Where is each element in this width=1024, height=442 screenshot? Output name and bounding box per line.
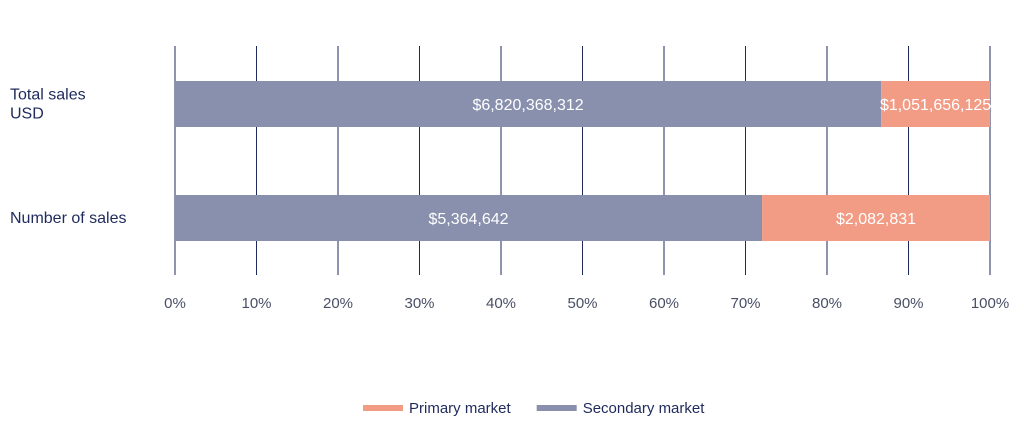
legend-label: Primary market bbox=[409, 400, 512, 417]
x-tick-label: 100% bbox=[971, 295, 1009, 312]
bar-value-labels: $6,820,368,312 $1,051,656,125 $5,364,642 $2… bbox=[428, 97, 991, 228]
category-labels: Total sales USD Number of sales bbox=[10, 87, 127, 228]
x-tick-label: 10% bbox=[241, 295, 271, 312]
x-tick-label: 50% bbox=[567, 295, 597, 312]
x-tick-label: 40% bbox=[486, 295, 516, 312]
category-label: Total sales USD bbox=[10, 87, 86, 123]
bar-value-label: $5,364,642 bbox=[428, 211, 508, 228]
bar-value-label: $2,082,831 bbox=[836, 211, 916, 228]
bar-segment-secondary-market bbox=[175, 195, 763, 241]
x-tick-label: 90% bbox=[893, 295, 923, 312]
bars bbox=[175, 81, 990, 241]
bar-segment-primary-market bbox=[881, 81, 990, 127]
x-tick-label: 60% bbox=[649, 295, 679, 312]
x-tick-label: 20% bbox=[323, 295, 353, 312]
x-tick-label: 0% bbox=[164, 295, 186, 312]
legend-label: Secondary market bbox=[583, 400, 706, 417]
legend-item-primary-market: Primary market bbox=[363, 400, 512, 417]
legend: Primary market Secondary market bbox=[363, 400, 705, 417]
bar-value-label: $6,820,368,312 bbox=[472, 97, 583, 114]
bar-segment-primary-market bbox=[762, 195, 990, 241]
legend-swatch bbox=[536, 405, 577, 411]
bar-segment-secondary-market bbox=[175, 81, 882, 127]
category-label: Number of sales bbox=[10, 210, 127, 227]
x-tick-label: 70% bbox=[730, 295, 760, 312]
x-tick-labels: 0% 10% 20% 30% 40% 50% 60% 70% 80% 90% 100% bbox=[164, 295, 1009, 312]
bar-value-label: $1,051,656,125 bbox=[880, 97, 991, 114]
legend-item-secondary-market: Secondary market bbox=[536, 400, 706, 417]
x-tick-label: 30% bbox=[404, 295, 434, 312]
x-tick-label: 80% bbox=[812, 295, 842, 312]
legend-swatch bbox=[363, 405, 403, 411]
